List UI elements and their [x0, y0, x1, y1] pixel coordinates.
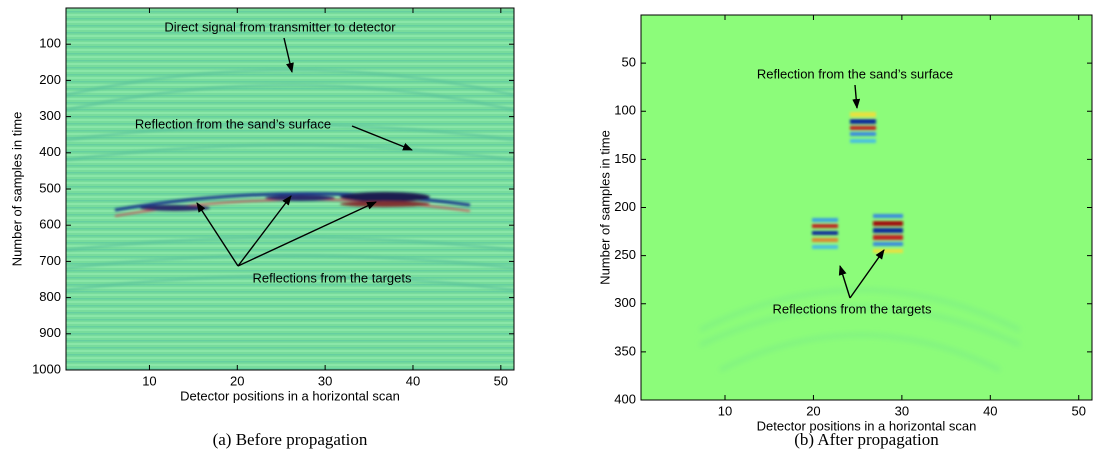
x-tick-label: 50 [494, 373, 508, 388]
x-tick-label: 30 [895, 403, 909, 418]
image-b [641, 15, 1092, 400]
annotation: Reflections from the targets [253, 270, 412, 285]
annotation-arrow [351, 125, 413, 151]
y-tick-label: 100 [614, 103, 636, 118]
y-tick-label: 100 [39, 36, 61, 51]
annotation-arrow [283, 37, 294, 73]
annotation-arrow [237, 201, 377, 267]
y-tick-label: 50 [622, 55, 636, 70]
x-tick-label: 20 [230, 373, 244, 388]
y-tick-label: 350 [614, 343, 636, 358]
annotation: Reflection from the sand’s surface [757, 66, 953, 81]
y-tick-label: 400 [39, 144, 61, 159]
y-tick-label: 150 [614, 151, 636, 166]
annotation: Reflections from the targets [773, 301, 932, 316]
y-tick-label: 900 [39, 325, 61, 340]
x-axis-label: Detector positions in a horizontal scan [757, 418, 977, 433]
y-tick-label: 400 [614, 391, 636, 406]
annotation-arrow [849, 249, 885, 299]
y-axis-label: Number of samples in time [9, 112, 24, 267]
x-tick-label: 10 [718, 403, 732, 418]
y-axis-label: Number of samples in time [597, 130, 612, 285]
caption: (b) After propagation [794, 430, 939, 449]
y-tick-label: 200 [39, 72, 61, 87]
annotation: Reflection from the sand’s surface [135, 116, 331, 131]
x-tick-label: 30 [318, 373, 332, 388]
y-tick-label: 300 [614, 295, 636, 310]
y-tick-label: 1000 [32, 361, 61, 376]
annotation-arrow [852, 84, 861, 109]
annotation: Direct signal from transmitter to detect… [164, 19, 396, 34]
y-tick-label: 700 [39, 253, 61, 268]
x-tick-label: 40 [406, 373, 420, 388]
x-tick-label: 50 [1072, 403, 1086, 418]
x-tick-label: 10 [142, 373, 156, 388]
caption: (a) Before propagation [213, 430, 368, 449]
x-tick-label: 40 [983, 403, 997, 418]
y-tick-label: 500 [39, 180, 61, 195]
y-tick-label: 300 [39, 108, 61, 123]
y-tick-label: 250 [614, 247, 636, 262]
annotation-arrow [196, 202, 239, 267]
annotation-arrow [838, 265, 851, 299]
annotation-arrow [237, 195, 292, 267]
x-tick-label: 20 [806, 403, 820, 418]
y-tick-label: 200 [614, 199, 636, 214]
x-axis-label: Detector positions in a horizontal scan [180, 388, 400, 403]
y-tick-label: 800 [39, 289, 61, 304]
y-tick-label: 600 [39, 217, 61, 232]
